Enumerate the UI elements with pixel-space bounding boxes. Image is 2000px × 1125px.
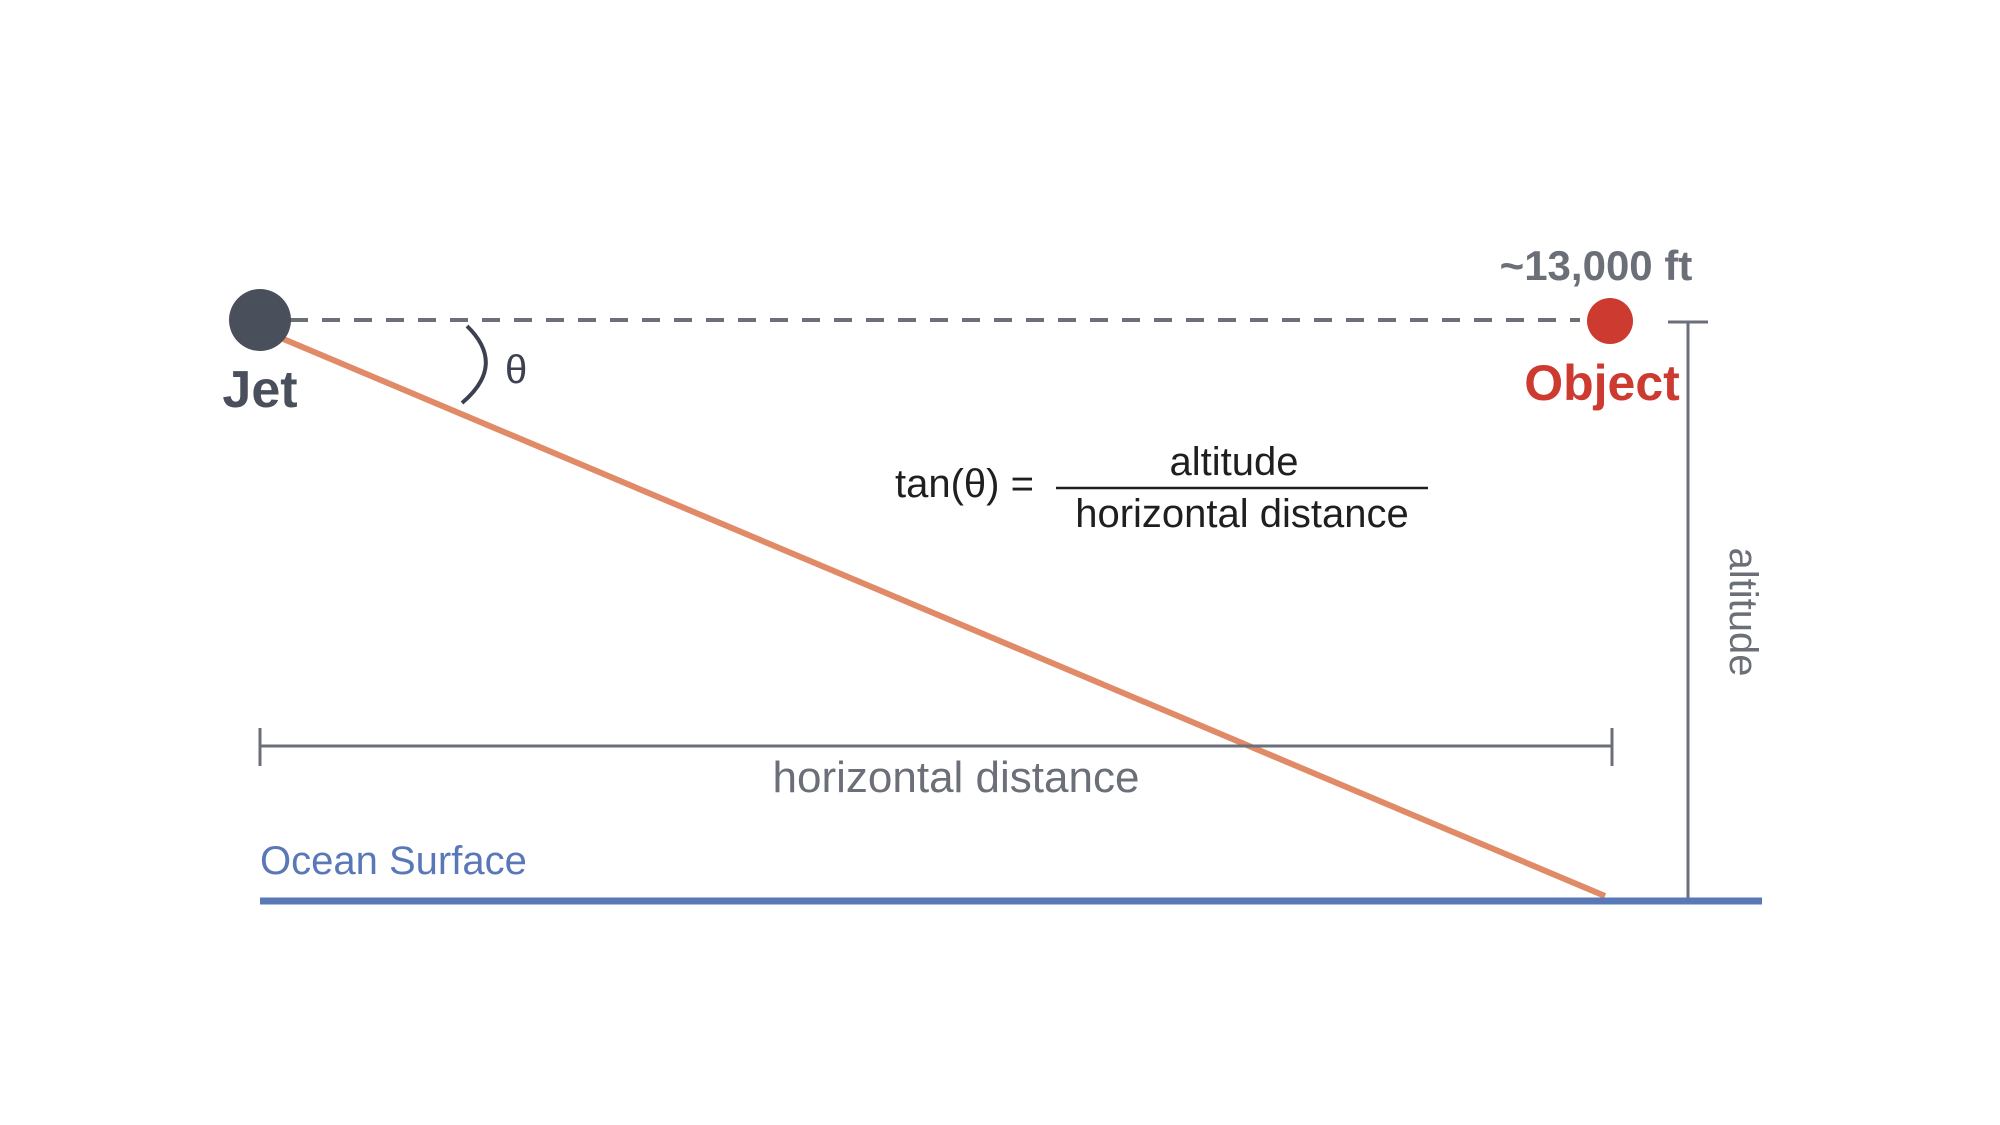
altitude-value-label: ~13,000 ft (1500, 242, 1693, 289)
formula-denominator: horizontal distance (1075, 492, 1409, 536)
ocean-surface-label: Ocean Surface (260, 839, 527, 883)
tangent-formula: tan(θ) = altitude horizontal distance (895, 440, 1428, 536)
object-icon (1587, 298, 1633, 344)
formula-numerator: altitude (1170, 440, 1299, 484)
jet-label: Jet (222, 361, 297, 419)
angle-arc (460, 324, 488, 405)
horizontal-distance-label: horizontal distance (773, 753, 1140, 802)
altitude-axis-label: altitude (1721, 548, 1765, 677)
theta-label: θ (505, 348, 527, 392)
formula-lhs: tan(θ) = (895, 462, 1034, 506)
object-label: Object (1524, 355, 1680, 411)
sight-line (260, 327, 1607, 899)
jet-icon (229, 289, 291, 351)
